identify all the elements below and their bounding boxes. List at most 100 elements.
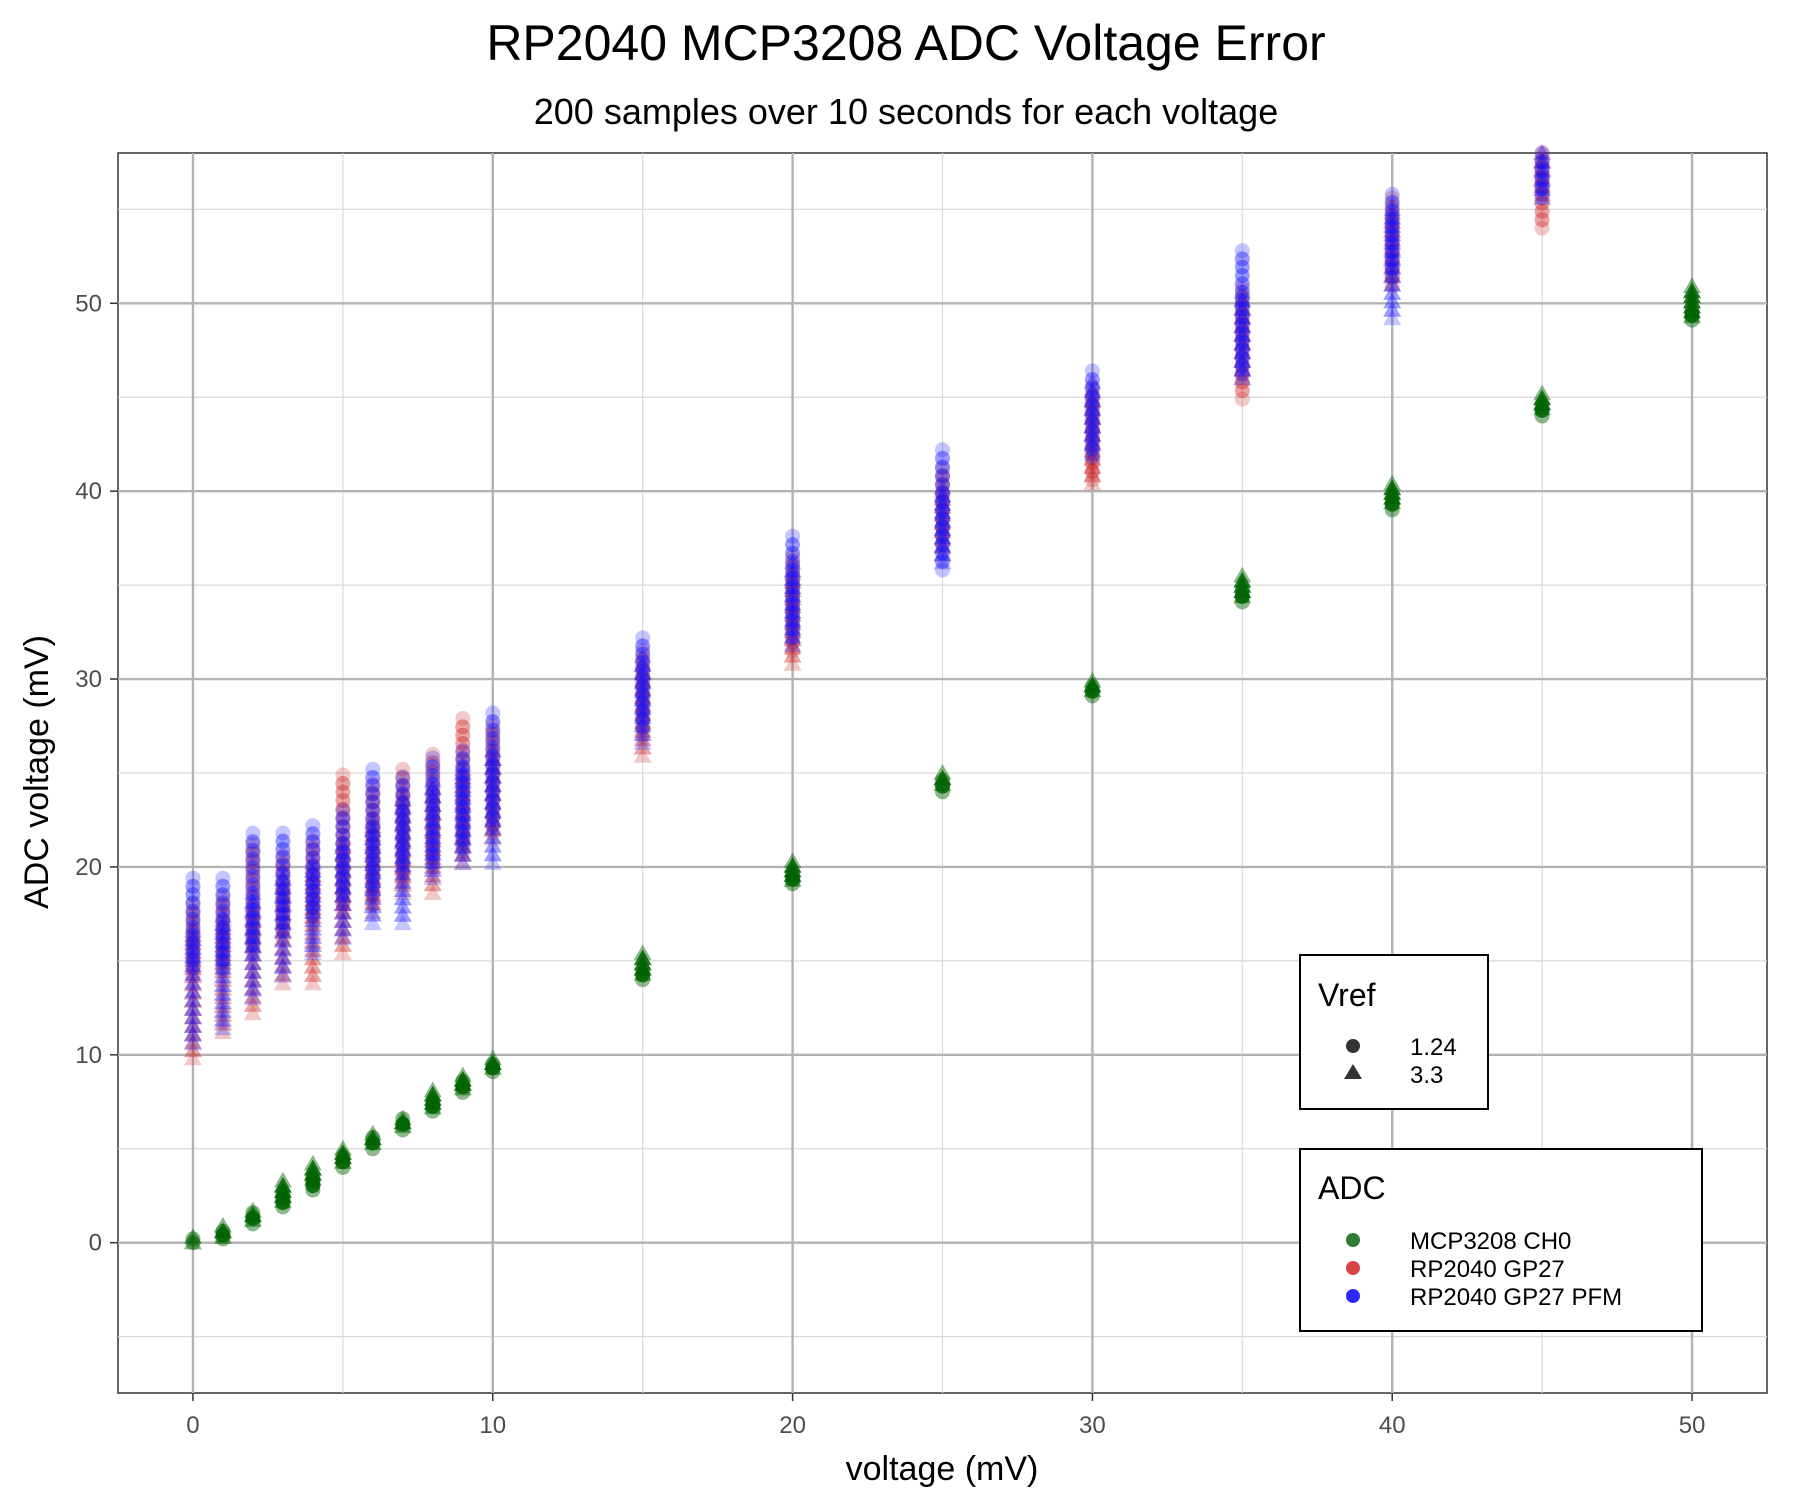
data-point — [783, 655, 802, 671]
data-point — [185, 919, 201, 935]
data-point — [1234, 314, 1250, 330]
data-point — [423, 857, 442, 874]
data-point — [935, 485, 950, 501]
data-point — [933, 503, 952, 520]
data-point — [305, 849, 321, 865]
data-point — [245, 889, 261, 905]
data-point — [635, 720, 651, 736]
data-point — [1383, 200, 1402, 217]
data-point — [363, 897, 382, 914]
data-point — [485, 705, 501, 721]
data-point — [393, 873, 412, 889]
x-tick-label: 20 — [779, 1412, 806, 1439]
data-point — [365, 770, 381, 785]
data-point — [1084, 372, 1100, 388]
data-point — [785, 600, 801, 616]
data-point — [483, 1049, 502, 1066]
data-point — [273, 888, 292, 904]
data-point — [245, 872, 261, 887]
data-point — [303, 924, 322, 941]
data-point — [423, 866, 442, 883]
data-point — [213, 971, 232, 987]
data-point — [335, 885, 351, 901]
data-point — [1383, 275, 1402, 292]
data-point — [635, 643, 651, 659]
data-point — [633, 671, 652, 688]
data-point — [303, 919, 322, 936]
data-point — [393, 1113, 412, 1130]
data-point — [935, 450, 950, 466]
data-point — [633, 688, 652, 705]
data-point — [184, 967, 202, 984]
data-point — [485, 809, 501, 825]
data-point — [633, 713, 652, 730]
data-point — [455, 711, 471, 726]
data-point — [1233, 369, 1252, 386]
legend-vref-box — [1299, 954, 1489, 1110]
data-point — [633, 949, 652, 966]
data-point — [485, 792, 501, 808]
data-point — [184, 1228, 202, 1244]
data-point — [395, 865, 411, 881]
data-point — [273, 974, 292, 991]
data-point — [935, 486, 950, 502]
data-point — [245, 911, 261, 927]
data-point — [333, 920, 352, 937]
data-point — [783, 597, 802, 614]
data-point — [1384, 217, 1400, 233]
data-point — [185, 960, 201, 976]
data-point — [1384, 234, 1400, 250]
data-point — [1233, 325, 1252, 342]
data-point — [933, 536, 952, 553]
data-point — [273, 913, 292, 929]
data-point — [633, 690, 652, 707]
data-point — [184, 956, 202, 973]
data-point — [1534, 178, 1550, 194]
data-point — [1234, 259, 1250, 275]
data-point — [275, 858, 291, 874]
data-point — [1083, 433, 1102, 450]
data-point — [1233, 316, 1252, 333]
data-point — [1233, 326, 1252, 342]
data-point — [453, 1070, 472, 1087]
data-point — [1233, 308, 1252, 324]
data-point — [1084, 446, 1100, 462]
data-point — [935, 519, 950, 535]
data-point — [185, 1235, 201, 1251]
data-point — [365, 879, 381, 895]
legend-adc: ADC MCP3208 CH0 RP2040 GP27 RP2040 GP27 … — [1299, 1148, 1703, 1332]
data-point — [333, 903, 352, 920]
data-point — [485, 757, 501, 773]
data-point — [395, 794, 411, 810]
data-point — [215, 928, 231, 944]
data-point — [785, 545, 801, 561]
data-point — [395, 803, 411, 819]
data-point — [363, 838, 382, 854]
data-point — [425, 768, 441, 783]
data-point — [273, 948, 292, 964]
data-point — [933, 506, 952, 522]
data-point — [783, 611, 802, 628]
data-point — [1233, 351, 1252, 368]
data-point — [1234, 366, 1250, 381]
data-point — [785, 558, 801, 573]
data-point — [423, 820, 442, 837]
data-point — [185, 936, 201, 952]
data-point — [393, 799, 412, 816]
data-point — [365, 819, 381, 835]
data-point — [1383, 239, 1402, 256]
data-point — [1233, 334, 1252, 351]
data-point — [243, 929, 262, 945]
data-point — [635, 679, 651, 695]
data-point — [184, 982, 202, 999]
data-point — [393, 889, 412, 906]
data-point — [1234, 292, 1250, 308]
data-point — [213, 1216, 232, 1233]
data-point — [213, 936, 232, 953]
data-point — [1534, 190, 1550, 206]
data-point — [273, 923, 292, 939]
data-point — [335, 803, 351, 819]
data-point — [275, 898, 291, 914]
data-point — [365, 869, 381, 885]
data-point — [1383, 213, 1402, 229]
